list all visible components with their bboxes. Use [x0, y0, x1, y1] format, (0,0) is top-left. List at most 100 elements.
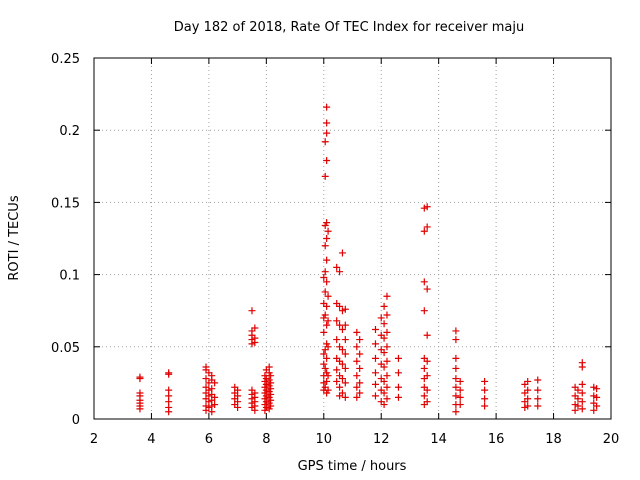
data-point	[338, 346, 346, 354]
data-point	[380, 320, 388, 328]
x-tick-label: 20	[603, 432, 620, 447]
axis-ticks: 2 4 6 8 10 12 14 16 18 20 0 0.05 0.1 0.15 0.2 0.25	[51, 52, 619, 447]
data-point	[323, 377, 331, 385]
data-point	[380, 302, 388, 310]
data-point	[356, 379, 364, 387]
data-point	[593, 402, 601, 410]
data-point	[420, 227, 428, 235]
data-point	[423, 223, 431, 231]
data-point	[323, 219, 331, 227]
data-point	[324, 372, 332, 380]
data-point	[380, 363, 388, 371]
data-point	[323, 278, 331, 286]
data-point	[394, 369, 402, 377]
data-point	[211, 393, 219, 401]
data-point	[338, 389, 346, 397]
data-point	[165, 370, 173, 378]
data-point	[321, 242, 329, 250]
data-point	[333, 317, 341, 325]
data-point	[251, 324, 259, 332]
data-point	[341, 336, 349, 344]
data-point	[394, 393, 402, 401]
data-point	[323, 354, 331, 362]
data-point	[383, 343, 391, 351]
data-point	[574, 386, 582, 394]
data-point	[323, 157, 331, 165]
data-point	[353, 343, 361, 351]
data-point	[383, 395, 391, 403]
data-point	[251, 338, 259, 346]
data-point	[353, 372, 361, 380]
x-axis-label: GPS time / hours	[298, 459, 407, 474]
data-point	[574, 395, 582, 403]
data-point	[208, 408, 216, 416]
data-point	[136, 375, 144, 383]
data-point	[320, 328, 328, 336]
data-point	[452, 336, 460, 344]
data-point	[524, 395, 532, 403]
data-point	[423, 386, 431, 394]
data-point	[380, 349, 388, 357]
data-point	[456, 401, 464, 409]
data-point	[341, 379, 349, 387]
data-point	[383, 383, 391, 391]
data-point	[383, 328, 391, 336]
data-point	[383, 357, 391, 365]
data-point	[452, 408, 460, 416]
data-point	[524, 386, 532, 394]
data-points	[136, 103, 601, 416]
data-point	[420, 392, 428, 400]
data-point	[578, 380, 586, 388]
y-tick-label: 0	[72, 413, 80, 428]
data-point	[380, 377, 388, 385]
data-point	[420, 278, 428, 286]
data-point	[356, 389, 364, 397]
data-point	[383, 292, 391, 300]
data-point	[371, 380, 379, 388]
data-point	[320, 273, 328, 281]
data-point	[321, 172, 329, 180]
data-point	[377, 314, 385, 322]
data-point	[423, 357, 431, 365]
data-point	[380, 389, 388, 397]
data-point	[338, 325, 346, 333]
data-point	[423, 203, 431, 211]
data-point	[481, 402, 489, 410]
chart-title: Day 182 of 2018, Rate Of TEC Index for r…	[174, 20, 524, 35]
data-point	[578, 405, 586, 413]
data-point	[211, 379, 219, 387]
data-point	[353, 383, 361, 391]
data-point	[320, 360, 328, 368]
data-point	[481, 377, 489, 385]
data-point	[165, 408, 173, 416]
data-point	[534, 376, 542, 384]
data-point	[394, 354, 402, 362]
data-point	[423, 398, 431, 406]
data-point	[321, 138, 329, 146]
data-point	[267, 372, 275, 380]
data-point	[371, 392, 379, 400]
data-point	[324, 343, 332, 351]
data-point	[371, 325, 379, 333]
data-point	[423, 372, 431, 380]
data-point	[324, 292, 332, 300]
data-point	[251, 406, 259, 414]
data-point	[452, 392, 460, 400]
data-point	[338, 375, 346, 383]
data-point	[383, 372, 391, 380]
data-point	[323, 256, 331, 264]
data-point	[336, 302, 344, 310]
data-point	[320, 350, 328, 358]
data-point	[456, 393, 464, 401]
x-tick-label: 8	[262, 432, 270, 447]
data-point	[136, 405, 144, 413]
data-point	[323, 302, 331, 310]
data-point	[202, 375, 210, 383]
data-point	[578, 398, 586, 406]
data-point	[323, 119, 331, 127]
data-point	[353, 328, 361, 336]
data-point	[333, 336, 341, 344]
data-point	[534, 402, 542, 410]
data-point	[341, 364, 349, 372]
